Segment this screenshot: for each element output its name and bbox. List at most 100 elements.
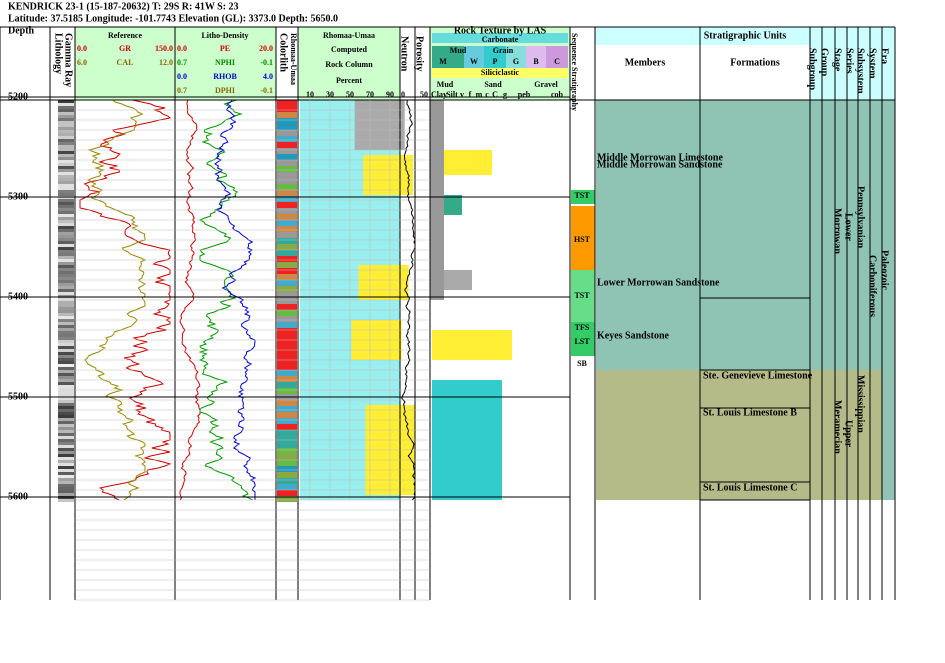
class-label: c (485, 90, 489, 99)
log-body (58, 99, 895, 502)
lith-band (58, 469, 74, 472)
lith-band (58, 487, 74, 490)
lith-band (58, 184, 74, 187)
class-label: C (554, 57, 560, 66)
lith-band (58, 334, 74, 337)
litho-density-title: Litho-Density (201, 31, 248, 40)
unit-label: Carboniferous (867, 255, 878, 317)
curve-name: NPHI (215, 58, 235, 67)
lith-band (58, 370, 74, 373)
colorlith-band (277, 148, 297, 154)
lith-band (58, 208, 74, 211)
lith-band (58, 106, 74, 109)
curve-name: DPHI (215, 86, 235, 95)
colorlith-band (277, 124, 297, 130)
colorlith-band (277, 334, 297, 340)
lith-band (58, 391, 74, 394)
lith-band (58, 346, 74, 349)
lith-band (58, 226, 74, 229)
lith-band (58, 472, 74, 475)
curve-name: PE (220, 44, 230, 53)
lith-band (58, 427, 74, 430)
col-title: Stage (832, 48, 843, 72)
lith-band (58, 220, 74, 223)
class-label: C (492, 90, 498, 99)
strat-unit (596, 370, 882, 500)
well-title: KENDRICK 23-1 (15-187-20632) T: 29S R: 4… (8, 1, 239, 12)
lith-band (58, 499, 74, 502)
group-label: Gravel (534, 80, 558, 89)
lith-band (58, 448, 74, 451)
sequence-box (571, 336, 595, 356)
sequence-label: HST (574, 235, 591, 244)
lith-band (58, 397, 74, 400)
lith-band (58, 289, 74, 292)
lith-band (58, 103, 74, 106)
lith-band (58, 463, 74, 466)
depth-label: 5300 (8, 191, 28, 202)
colorlith-band (277, 460, 297, 466)
swatch (464, 46, 484, 68)
rhomaa-tick: 30 (326, 90, 334, 99)
unit-label: Pennsylvanian (855, 186, 866, 249)
colorlith-band (277, 106, 297, 112)
class-label: G (513, 57, 519, 66)
colorlith-band (277, 424, 297, 430)
group-label: Grain (493, 46, 514, 55)
lith-band (58, 484, 74, 487)
curve-name: RHOB (213, 72, 237, 81)
class-label: cob (551, 90, 564, 99)
colorlith-band (277, 232, 297, 238)
class-label: P (493, 57, 498, 66)
lith-band (58, 172, 74, 175)
lith-band (58, 169, 74, 172)
rhomaa-title: Rhomaa-Umaa (323, 31, 375, 40)
group-label: Sand (484, 80, 502, 89)
lith-band (58, 280, 74, 283)
col-title: Series (844, 48, 855, 74)
sequence-box (571, 270, 595, 322)
lith-band (58, 316, 74, 319)
colorlith-band (277, 406, 297, 412)
lith-band (58, 412, 74, 415)
colorlith-band (277, 226, 297, 232)
lith-band (58, 439, 74, 442)
class-label: v (460, 90, 464, 99)
lith-band (58, 349, 74, 352)
lith-band (58, 493, 74, 496)
lith-band (58, 121, 74, 124)
lith-band (58, 223, 74, 226)
col-title: Group (819, 48, 830, 77)
colorlith-band (277, 322, 297, 328)
sequence-title: Sequence Stratigraphy (570, 33, 579, 111)
colorlith-band (277, 136, 297, 142)
lith-band (58, 154, 74, 157)
group-label: Mud (450, 46, 467, 55)
colorlith-band (277, 472, 297, 478)
lith-band (58, 232, 74, 235)
swatch (432, 46, 464, 68)
lith-band (58, 361, 74, 364)
depth-label: 5500 (8, 391, 28, 402)
colorlith-band (277, 130, 297, 136)
lith-band (58, 268, 74, 271)
lith-band (58, 142, 74, 145)
scale-max: 150.0 (155, 44, 173, 53)
class-label: W (470, 57, 478, 66)
lith-band (58, 337, 74, 340)
colorlith-band (277, 166, 297, 172)
colorlith-band (277, 376, 297, 382)
colorlith-band (277, 280, 297, 286)
colorlith-band (277, 310, 297, 316)
lith-band (58, 286, 74, 289)
lith-band (58, 292, 74, 295)
class-label: m (476, 90, 483, 99)
lith-band (58, 457, 74, 460)
colorlith-band (277, 274, 297, 280)
lith-band (58, 130, 74, 133)
lith-band (58, 247, 74, 250)
colorlith-band (277, 466, 297, 472)
colorlith-band (277, 382, 297, 388)
colorlith-band (277, 292, 297, 298)
strat-unit (882, 100, 895, 500)
